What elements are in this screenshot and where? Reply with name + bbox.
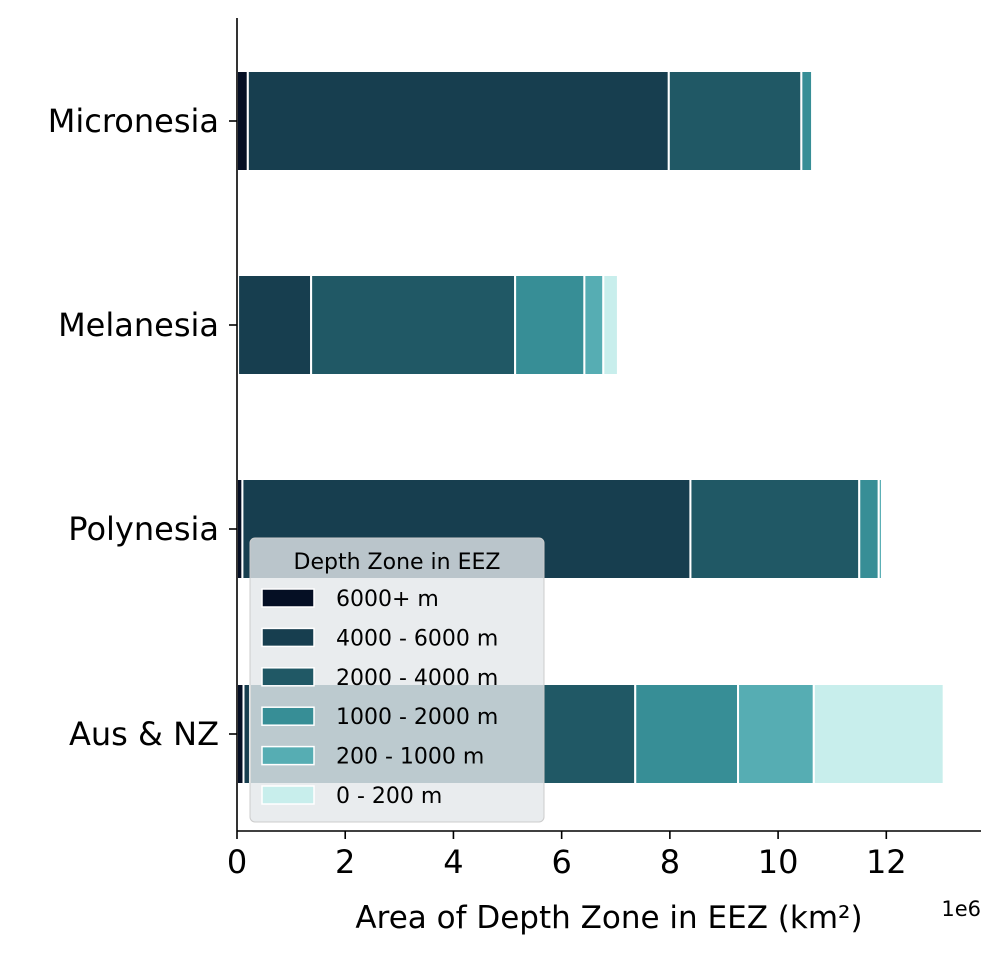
legend-label-4000-6000-m: 4000 - 6000 m [336,626,498,651]
legend-swatch-0-200-m [261,785,315,805]
bar-micronesia-6000-m [236,70,249,172]
x-axis-offset-label: 1e6 [941,897,981,921]
y-ticks: Micronesia Melanesia Polynesia Aus & NZ [48,102,237,753]
bar-micronesia-1000-2000-m [800,70,814,172]
legend-items: 6000+ m 4000 - 6000 m 2000 - 4000 m 1000 - … [261,587,498,809]
x-tick-label: 10 [758,843,799,881]
y-tick-label-aus-nz: Aus & NZ [69,715,219,753]
x-tick-label: 4 [443,843,463,881]
y-tick-label-melanesia: Melanesia [58,306,219,344]
bar-melanesia-200-1000-m [583,274,605,376]
x-tick-label: 12 [866,843,907,881]
bar-aus-nz-200-1000-m [737,683,815,785]
x-tick-label: 0 [227,843,247,881]
legend-swatch-6000-m [261,588,315,608]
legend-label-1000-2000-m: 1000 - 2000 m [336,705,498,730]
x-tick-label: 6 [551,843,571,881]
legend-title: Depth Zone in EEZ [294,550,501,575]
legend-label-0-200-m: 0 - 200 m [336,784,442,809]
x-axis-label: Area of Depth Zone in EEZ (km²) [355,900,862,936]
legend-swatch-1000-2000-m [261,706,315,726]
axes-layer [236,18,981,832]
bar-polynesia-0-200-m [880,478,885,580]
legend-label-200-1000-m: 200 - 1000 m [336,745,484,770]
bar-polynesia-2000-4000-m [689,478,861,580]
bar-micronesia-4000-6000-m [246,70,670,172]
legend-swatch-200-1000-m [261,745,315,766]
x-tick-label: 2 [335,843,355,881]
legend-frame [249,537,545,823]
bar-melanesia-4000-6000-m [237,274,313,376]
x-ticks: 0 2 4 6 8 10 12 [227,831,907,881]
bar-aus-nz-1000-2000-m [634,683,740,785]
legend-swatch-4000-6000-m [261,627,315,648]
x-tick-label: 8 [660,843,680,881]
legend-swatch-2000-4000-m [261,667,315,687]
y-tick-label-polynesia: Polynesia [68,510,219,548]
legend-label-2000-4000-m: 2000 - 4000 m [336,666,498,691]
legend: Depth Zone in EEZ 6000+ m 4000 - 6000 m 20… [249,537,545,823]
bar-polynesia-1000-2000-m [858,478,880,580]
bar-micronesia-2000-4000-m [667,70,803,172]
bar-melanesia-0-200-m [602,274,619,376]
bar-melanesia-1000-2000-m [514,274,586,376]
bar-aus-nz-0-200-m [812,683,945,785]
y-tick-label-micronesia: Micronesia [48,102,219,140]
bar-melanesia-2000-4000-m [310,274,517,376]
legend-label-6000-m: 6000+ m [336,587,439,612]
